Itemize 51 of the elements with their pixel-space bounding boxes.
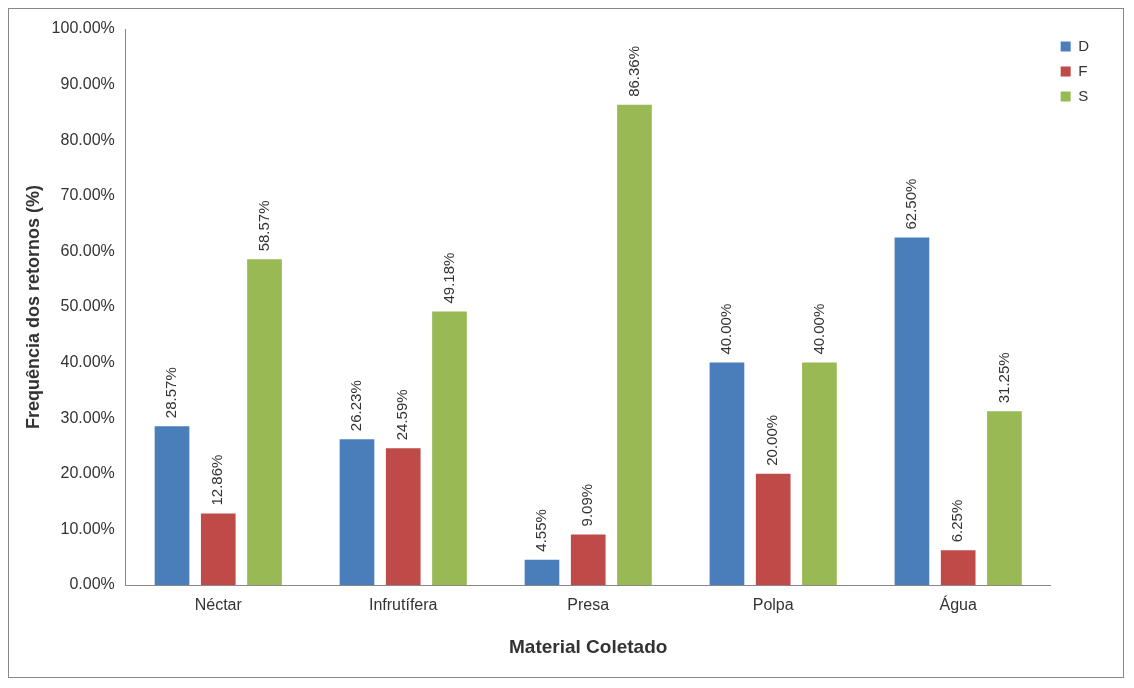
data-label: 20.00%: [763, 414, 781, 466]
bar: [617, 104, 652, 585]
data-label: 4.55%: [532, 509, 550, 552]
bar: [894, 237, 930, 585]
y-tick-label: 40.00%: [60, 353, 115, 371]
bar: [940, 550, 976, 585]
data-label: 49.18%: [439, 252, 457, 304]
data-label: 6.25%: [948, 499, 966, 543]
y-tick-label: 20.00%: [60, 464, 115, 482]
bar: [987, 411, 1022, 585]
legend-label: F: [1078, 61, 1088, 79]
data-label: 26.23%: [347, 380, 365, 432]
data-label: 40.00%: [809, 303, 827, 355]
y-tick-label: 30.00%: [60, 408, 115, 426]
data-label: 31.25%: [994, 352, 1012, 404]
x-tick-label: Néctar: [194, 596, 243, 614]
x-tick-label: Água: [939, 595, 977, 614]
y-tick-label: 60.00%: [60, 241, 115, 259]
bar: [154, 426, 190, 585]
bar: [524, 559, 560, 585]
data-label: 9.09%: [578, 483, 596, 527]
bar: [802, 362, 837, 585]
y-tick-label: 50.00%: [60, 297, 115, 315]
data-label: 28.57%: [162, 367, 180, 419]
data-label: 12.86%: [208, 454, 226, 506]
x-tick-label: Polpa: [752, 596, 794, 614]
legend-label: D: [1078, 36, 1090, 54]
x-tick-label: Presa: [567, 596, 610, 614]
bar: [755, 473, 791, 585]
bar: [385, 448, 421, 585]
x-axis-title: Material Coletado: [509, 635, 668, 657]
y-tick-label: 90.00%: [60, 75, 115, 93]
bar: [247, 259, 282, 585]
y-tick-label: 100.00%: [51, 19, 115, 37]
x-tick-label: Infrutífera: [368, 596, 438, 614]
data-label: 86.36%: [624, 45, 642, 97]
bar: [570, 534, 606, 585]
y-tick-label: 70.00%: [60, 186, 115, 204]
data-label: 62.50%: [902, 178, 920, 230]
legend-label: S: [1078, 86, 1089, 104]
y-axis-title: Frequência dos retornos (%): [22, 184, 43, 430]
bar: [432, 311, 467, 585]
bar: [200, 513, 236, 585]
data-label: 40.00%: [717, 303, 735, 355]
y-tick-label: 80.00%: [60, 130, 115, 148]
y-tick-label: 10.00%: [60, 519, 115, 537]
bar: [339, 439, 375, 585]
y-tick-label: 0.00%: [69, 575, 115, 593]
bar: [709, 362, 745, 585]
data-label: 24.59%: [393, 389, 411, 441]
data-label: 58.57%: [254, 200, 272, 252]
